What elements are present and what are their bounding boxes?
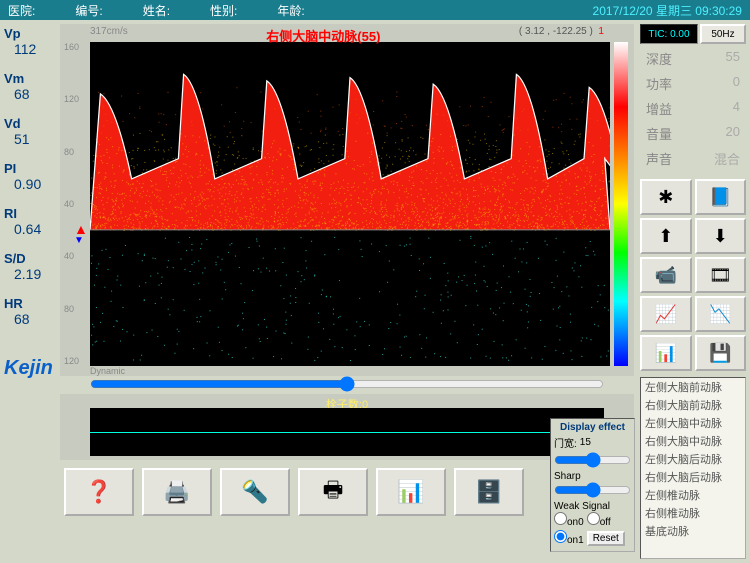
tic-readout: TIC: 0.00 [640, 24, 698, 44]
tool-icon-4[interactable]: 📹 [640, 257, 692, 293]
id-label: 编号: [75, 2, 102, 19]
display-effect-panel: Display effect 门宽:15 Sharp Weak Signal o… [550, 418, 635, 552]
tool-icon-7[interactable]: 📉 [695, 296, 747, 332]
off-radio[interactable]: off [587, 512, 611, 528]
tool-icon-8[interactable]: 📊 [640, 335, 692, 371]
bottom-toolbar: ❓🖨️🔦🖶📊🗄️ [60, 460, 634, 530]
vessel-item[interactable]: 左侧大脑后动脉 [641, 450, 745, 468]
param-3[interactable]: 音量20 [640, 121, 746, 146]
hospital-label: 医院: [8, 2, 35, 19]
tool-icon-0[interactable]: ✱ [640, 179, 692, 215]
vessel-title: 右侧大脑中动脉(55) [266, 26, 380, 45]
name-label: 姓名: [143, 2, 170, 19]
vp-label: Vp [4, 26, 54, 41]
vessel-item[interactable]: 右侧大脑前动脉 [641, 396, 745, 414]
toolbar-btn-4[interactable]: 📊 [376, 468, 446, 516]
y-axis: 16012080404080120 [64, 42, 88, 366]
sharp-label: Sharp [554, 471, 631, 482]
freq-button[interactable]: 50Hz [700, 24, 746, 44]
vessel-item[interactable]: 基底动脉 [641, 522, 745, 540]
vessel-item[interactable]: 右侧椎动脉 [641, 504, 745, 522]
gate-value: 15 [580, 437, 591, 448]
scale-label: 317cm/s [90, 26, 128, 45]
gate-label: 门宽: [554, 435, 577, 450]
metrics-panel: Vp112 Vm68 Vd51 PI0.90 RI0.64 S/D2.19 HR… [0, 20, 58, 563]
param-2[interactable]: 增益4 [640, 96, 746, 121]
tool-icon-6[interactable]: 📈 [640, 296, 692, 332]
tool-icon-3[interactable]: ⬇ [695, 218, 747, 254]
time-slider[interactable] [90, 376, 604, 392]
ri-value: 0.64 [14, 221, 54, 237]
header-bar: 医院: 编号: 姓名: 性别: 年龄: 2017/12/20 星期三 09:30… [0, 0, 750, 20]
toolbar-btn-1[interactable]: 🖨️ [142, 468, 212, 516]
vm-label: Vm [4, 71, 54, 86]
toolbar-btn-2[interactable]: 🔦 [220, 468, 290, 516]
datetime: 2017/12/20 星期三 09:30:29 [593, 2, 742, 19]
vd-value: 51 [14, 131, 54, 147]
colorbar [614, 42, 628, 366]
doppler-spectrogram[interactable] [90, 42, 610, 366]
vessel-item[interactable]: 左侧大脑前动脉 [641, 378, 745, 396]
on0-radio[interactable]: on0 [554, 512, 584, 528]
spectrogram-panel: 317cm/s 右侧大脑中动脉(55) ( 3.12 , -122.25 ) 1… [60, 24, 634, 376]
tool-icon-9[interactable]: 💾 [695, 335, 747, 371]
reset-button[interactable]: Reset [587, 531, 625, 546]
vessel-item[interactable]: 右侧大脑后动脉 [641, 468, 745, 486]
toolbar-btn-0[interactable]: ❓ [64, 468, 134, 516]
weak-label: Weak Signal [554, 501, 631, 512]
gate-slider[interactable] [554, 452, 631, 468]
vm-value: 68 [14, 86, 54, 102]
tool-icon-5[interactable]: 🎞 [695, 257, 747, 293]
on1-radio[interactable]: on1 [554, 530, 584, 546]
tool-icon-2[interactable]: ⬆ [640, 218, 692, 254]
emboli-plot[interactable] [90, 408, 604, 456]
sharp-slider[interactable] [554, 482, 631, 498]
hr-label: HR [4, 296, 54, 311]
tool-icon-1[interactable]: 📘 [695, 179, 747, 215]
param-1[interactable]: 功率0 [640, 71, 746, 96]
vp-value: 112 [14, 41, 54, 57]
probe-index: 1 [598, 26, 604, 37]
sd-label: S/D [4, 251, 54, 266]
pi-label: PI [4, 161, 54, 176]
vessel-item[interactable]: 左侧大脑中动脉 [641, 414, 745, 432]
emboli-panel: 栓子数:0 [60, 394, 634, 460]
ri-label: RI [4, 206, 54, 221]
param-0[interactable]: 深度55 [640, 46, 746, 71]
vessel-item[interactable]: 左侧椎动脉 [641, 486, 745, 504]
sd-value: 2.19 [14, 266, 54, 282]
coord-readout: ( 3.12 , -122.25 ) [519, 26, 593, 37]
gender-label: 性别: [210, 2, 237, 19]
pi-value: 0.90 [14, 176, 54, 192]
vessel-list[interactable]: 左侧大脑前动脉右侧大脑前动脉左侧大脑中动脉右侧大脑中动脉左侧大脑后动脉右侧大脑后… [640, 377, 746, 559]
hr-value: 68 [14, 311, 54, 327]
effect-header: Display effect [554, 422, 631, 433]
vd-label: Vd [4, 116, 54, 131]
brand-logo: Kejin [4, 357, 54, 380]
param-4[interactable]: 声音混合 [640, 146, 746, 171]
flow-arrow-down-icon: ▼ [74, 235, 84, 246]
age-label: 年龄: [277, 2, 304, 19]
toolbar-btn-5[interactable]: 🗄️ [454, 468, 524, 516]
right-panel: TIC: 0.00 50Hz 深度55功率0增益4音量20声音混合 ✱📘⬆⬇📹🎞… [636, 20, 750, 563]
mode-label: Dynamic [90, 366, 125, 376]
toolbar-btn-3[interactable]: 🖶 [298, 468, 368, 516]
vessel-item[interactable]: 右侧大脑中动脉 [641, 432, 745, 450]
